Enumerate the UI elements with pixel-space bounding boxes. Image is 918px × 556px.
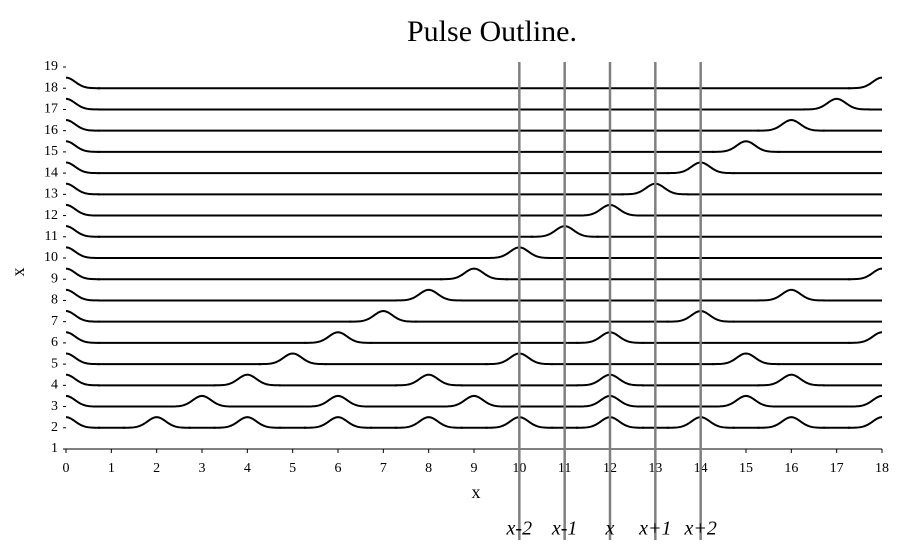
pulse	[213, 416, 282, 429]
y-tick-label: 10	[44, 250, 58, 265]
x-tick-label: 3	[199, 461, 206, 476]
pulse	[303, 331, 373, 344]
pulse	[757, 288, 826, 302]
pulse	[847, 416, 882, 429]
x-tick-label: 0	[63, 461, 70, 476]
x-tick-label: 15	[739, 461, 753, 476]
pulse	[66, 394, 101, 408]
pulse	[303, 394, 373, 408]
y-tick-label: 6	[51, 335, 58, 350]
pulse	[66, 119, 101, 132]
x-tick-label: 5	[289, 461, 296, 476]
pulse	[66, 331, 101, 344]
pulse	[848, 267, 882, 281]
pulse	[213, 373, 282, 387]
pulse	[66, 182, 100, 196]
y-tick-label: 11	[45, 229, 58, 244]
pulse	[711, 140, 781, 153]
chart-title: Pulse Outline.	[407, 15, 577, 48]
x-tick-label: 4	[244, 461, 251, 476]
y-tick-label: 3	[51, 399, 58, 414]
reference-label: x-1	[551, 518, 578, 540]
pulse	[349, 310, 418, 323]
y-tick-label: 5	[51, 356, 58, 371]
reference-label: x+2	[683, 518, 716, 540]
pulse	[66, 310, 101, 323]
pulse	[394, 288, 463, 302]
x-tick-label: 16	[784, 461, 798, 476]
pulse	[66, 140, 101, 153]
pulse	[712, 352, 780, 366]
y-tick-label: 19	[44, 59, 58, 74]
pulse	[394, 416, 463, 429]
pulse	[66, 288, 101, 302]
y-tick-label: 13	[44, 187, 58, 202]
y-tick-label: 17	[44, 102, 58, 117]
x-tick-label: 2	[153, 461, 160, 476]
x-tick-label: 7	[380, 461, 387, 476]
pulse	[802, 97, 871, 111]
pulse	[258, 352, 327, 366]
x-tick-label: 9	[471, 461, 478, 476]
plot-area	[66, 76, 882, 430]
reference-label: x-2	[506, 518, 533, 540]
pulse	[66, 352, 100, 366]
y-tick-label: 1	[51, 441, 58, 456]
pulse	[711, 394, 781, 408]
x-tick-label: 1	[108, 461, 115, 476]
y-tick-label: 12	[44, 208, 58, 223]
y-tick-label: 8	[51, 293, 58, 308]
x-axis-title: x	[472, 482, 481, 502]
pulse	[394, 373, 463, 387]
x-tick-label: 18	[875, 461, 889, 476]
pulse	[66, 76, 100, 90]
y-tick-label: 18	[44, 80, 58, 95]
reference-label: x	[605, 518, 615, 540]
pulse	[66, 97, 101, 111]
pulse	[439, 394, 509, 408]
pulse	[122, 416, 191, 429]
reference-label: x+1	[638, 518, 671, 540]
pulse	[66, 267, 100, 281]
pulse	[848, 76, 882, 90]
x-tick-label: 6	[335, 461, 342, 476]
x-tick-label: 8	[425, 461, 432, 476]
pulse	[66, 203, 101, 217]
pulse	[847, 394, 882, 408]
pulse	[757, 119, 826, 132]
y-tick-label: 16	[44, 123, 58, 138]
pulse	[847, 331, 882, 344]
y-tick-label: 9	[51, 271, 58, 286]
y-tick-label: 14	[44, 165, 58, 180]
y-tick-label: 7	[51, 314, 58, 329]
y-tick-label: 4	[51, 378, 58, 393]
pulse	[66, 373, 100, 387]
pulse	[757, 373, 826, 387]
x-tick-label: 17	[830, 461, 844, 476]
pulse	[66, 225, 101, 238]
pulse	[66, 161, 100, 175]
y-tick-label: 15	[44, 144, 58, 159]
pulse	[66, 246, 100, 259]
pulse	[440, 267, 508, 281]
pulse	[167, 394, 237, 408]
y-axis-title: x	[8, 268, 28, 277]
y-tick-label: 2	[51, 420, 58, 435]
pulse	[757, 416, 826, 429]
pulse	[66, 416, 101, 429]
pulse	[303, 416, 373, 429]
